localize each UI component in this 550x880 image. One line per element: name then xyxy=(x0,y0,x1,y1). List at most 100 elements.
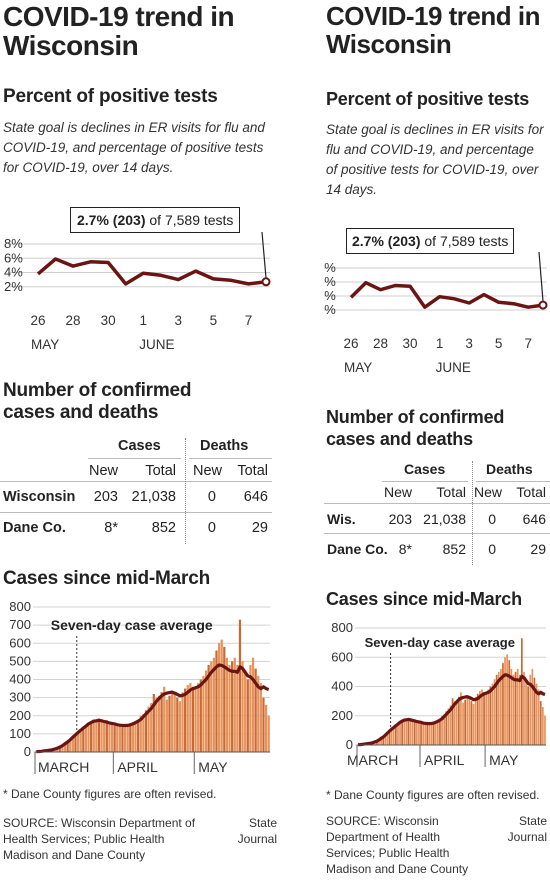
y-tick-label: 6% xyxy=(4,250,23,265)
case-bar xyxy=(82,728,85,752)
deaths-total: 29 xyxy=(530,541,546,557)
case-bar xyxy=(495,674,498,745)
case-bar xyxy=(449,705,452,745)
cases-total: 21,038 xyxy=(131,489,176,505)
case-bar xyxy=(97,718,101,752)
case-bar xyxy=(69,739,72,752)
x-group-label-may: MAY xyxy=(344,360,372,375)
cases-new: 8* xyxy=(104,520,118,536)
callout-bold: 2.7% (203) xyxy=(352,233,421,249)
case-bar xyxy=(432,722,435,745)
case-bar xyxy=(464,699,466,745)
case-bar xyxy=(434,720,437,745)
case-bar xyxy=(257,675,260,752)
case-bar xyxy=(197,683,200,752)
case-bar xyxy=(165,699,168,752)
cases-chart-heading: Cases since mid-March xyxy=(3,568,210,589)
case-bar xyxy=(451,698,454,745)
case-bar xyxy=(202,675,205,752)
case-bar xyxy=(92,719,95,752)
case-bar xyxy=(502,663,504,745)
case-bar xyxy=(181,692,184,752)
footnote: * Dane County figures are often revised. xyxy=(326,788,540,802)
case-bar xyxy=(58,746,61,752)
cases-new: 8* xyxy=(398,541,412,557)
case-bar xyxy=(458,696,460,745)
cases-group-rule xyxy=(88,458,181,459)
case-bar xyxy=(236,665,239,752)
case-bar xyxy=(510,668,513,745)
col-header-new: New xyxy=(192,463,222,479)
case-bar xyxy=(123,726,127,752)
case-bar xyxy=(405,718,408,745)
case-bar xyxy=(466,695,469,745)
graphic-title: COVID-19 trend in Wisconsin xyxy=(326,1,540,59)
case-bar xyxy=(445,711,448,745)
deaths-new: 0 xyxy=(207,489,216,505)
case-bar xyxy=(223,646,226,752)
cases-group-rule xyxy=(382,481,468,482)
case-bar xyxy=(386,731,389,745)
positivity-callout: 2.7% (203) of 7,589 tests xyxy=(346,228,515,254)
case-bar xyxy=(131,722,135,752)
seven-day-average-line xyxy=(36,663,270,754)
positivity-heading: Percent of positive tests xyxy=(326,89,530,109)
col-header-new: New xyxy=(383,484,412,500)
cases-new: 203 xyxy=(388,511,412,527)
footnote: * Dane County figures are often revised. xyxy=(3,787,217,801)
y-tick-label: 600 xyxy=(331,649,353,664)
case-bar xyxy=(443,714,445,745)
y-tick-label: 8% xyxy=(4,236,23,251)
case-bar xyxy=(407,717,410,745)
case-bar xyxy=(441,715,443,745)
case-bar xyxy=(439,719,441,745)
case-bar xyxy=(189,683,192,752)
y-tick-label: 700 xyxy=(9,617,31,632)
case-bar xyxy=(170,690,174,752)
case-bar xyxy=(215,650,218,752)
case-bar xyxy=(84,725,88,752)
credit: State Journal xyxy=(507,814,547,844)
case-bar xyxy=(399,721,401,745)
y-tick-label: 600 xyxy=(9,635,31,650)
cases-total: 852 xyxy=(151,520,176,536)
col-header-total: Total xyxy=(516,484,546,500)
case-bar xyxy=(418,721,420,745)
case-bar xyxy=(228,665,231,752)
cases-table-heading: Number of confirmed cases and deaths xyxy=(3,380,192,423)
case-bar xyxy=(110,723,114,752)
x-tick-label: 1 xyxy=(436,336,444,351)
case-bar xyxy=(147,706,150,752)
x-tick-label: 5 xyxy=(210,313,218,328)
positivity-heading: Percent of positive tests xyxy=(3,86,218,107)
case-bar xyxy=(118,724,121,752)
case-bar xyxy=(108,724,111,752)
positivity-chart: 2%4%6%8% 26 28 30 1 3 5 7 MAY JUNE xyxy=(324,251,548,375)
row-label: Wisconsin xyxy=(3,489,76,505)
case-bar xyxy=(491,683,494,745)
case-bar xyxy=(225,657,229,752)
case-bar xyxy=(535,683,538,745)
y-tick-label: 500 xyxy=(9,653,31,668)
case-bar xyxy=(531,668,534,745)
case-bar xyxy=(514,671,517,745)
case-bar xyxy=(254,668,257,752)
case-bar xyxy=(267,715,270,752)
col-header-new: New xyxy=(88,463,118,479)
annotation-label: Seven-day case average xyxy=(365,635,515,650)
x-group-label-june: JUNE xyxy=(436,360,471,375)
case-bar xyxy=(105,720,108,752)
case-bar xyxy=(506,654,508,745)
case-bar xyxy=(61,744,64,752)
case-bar xyxy=(397,723,399,745)
cases-table: Cases Deaths New Total New Total Wisconsin 203 2… xyxy=(0,438,280,548)
case-bar xyxy=(71,735,74,752)
case-bar xyxy=(382,736,385,745)
x-group-label-may: MAY xyxy=(31,337,59,352)
case-bar xyxy=(163,686,166,752)
y-tick-label: 0 xyxy=(24,744,31,759)
case-bar xyxy=(173,694,176,752)
cases-total: 21,038 xyxy=(423,511,466,527)
case-bar xyxy=(424,723,427,745)
case-bar xyxy=(76,732,80,752)
